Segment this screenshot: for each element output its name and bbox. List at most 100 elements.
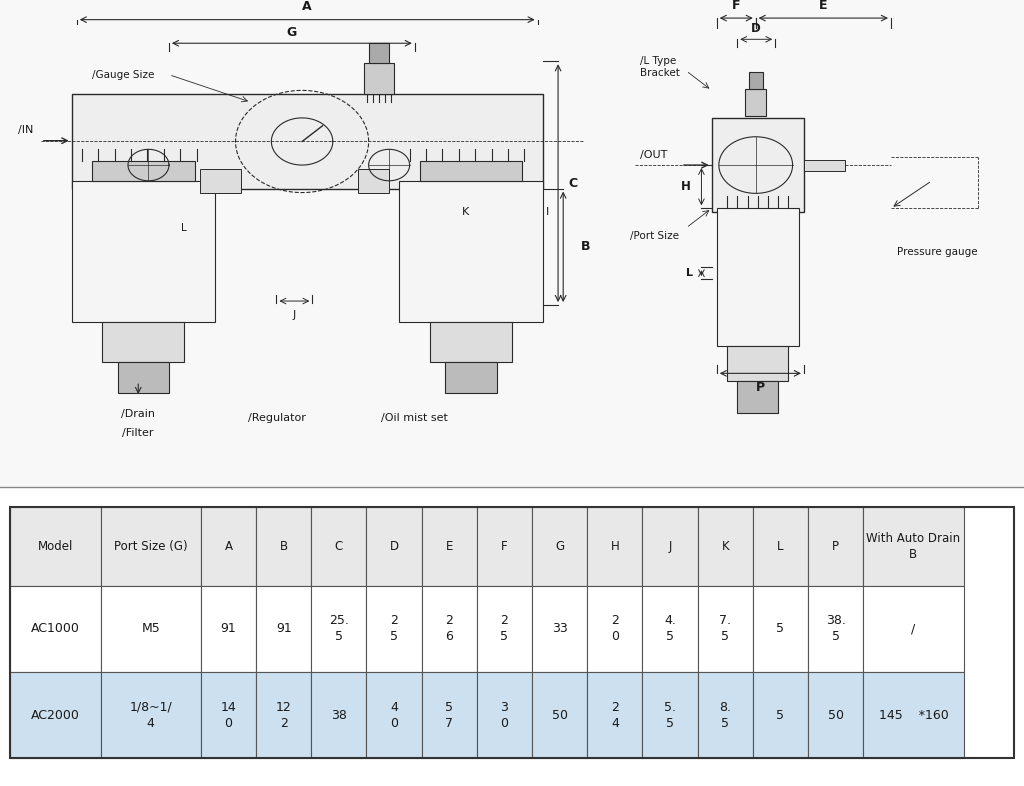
Bar	[10, 586, 100, 672]
Text: 5: 5	[776, 709, 784, 722]
Text: 91: 91	[275, 623, 292, 635]
Text: 7.
5: 7. 5	[719, 615, 731, 643]
Bar	[430, 322, 512, 362]
Text: 2
5: 2 5	[501, 615, 509, 643]
Text: M5: M5	[141, 623, 160, 635]
Bar	[753, 586, 808, 672]
Bar	[587, 672, 642, 758]
Bar	[717, 208, 799, 346]
Text: B: B	[280, 540, 288, 553]
Bar	[863, 586, 964, 672]
Bar	[863, 507, 964, 586]
Bar	[201, 507, 256, 586]
Text: A: A	[224, 540, 232, 553]
Text: F: F	[501, 540, 508, 553]
Text: P: P	[756, 381, 765, 395]
Bar	[753, 672, 808, 758]
Text: 33: 33	[552, 623, 567, 635]
Text: 2
6: 2 6	[445, 615, 454, 643]
Bar	[422, 586, 477, 672]
Bar	[367, 672, 422, 758]
Text: L: L	[181, 223, 187, 233]
Text: I: I	[546, 208, 550, 217]
Text: /L Type
Bracket: /L Type Bracket	[640, 56, 680, 78]
Text: 5
7: 5 7	[445, 701, 454, 729]
Text: E: E	[819, 0, 827, 12]
Text: K: K	[722, 540, 729, 553]
Text: G: G	[287, 25, 297, 39]
Bar	[201, 586, 256, 672]
Bar	[532, 672, 587, 758]
Bar	[587, 586, 642, 672]
Text: /Regulator: /Regulator	[248, 413, 305, 423]
Text: A: A	[302, 0, 312, 13]
Text: L: L	[777, 540, 783, 553]
Bar	[201, 672, 256, 758]
Bar	[477, 672, 532, 758]
Bar	[420, 161, 522, 181]
Bar	[749, 72, 763, 89]
Bar	[369, 43, 389, 63]
Text: 2
0: 2 0	[611, 615, 618, 643]
Text: /IN: /IN	[17, 125, 34, 135]
Bar	[532, 507, 587, 586]
Bar	[311, 672, 367, 758]
Text: P: P	[833, 540, 839, 553]
Text: 50: 50	[552, 709, 567, 722]
Bar	[311, 507, 367, 586]
Text: C: C	[568, 177, 578, 189]
Text: Port Size (G): Port Size (G)	[114, 540, 187, 553]
Text: 5.
5: 5. 5	[664, 701, 676, 729]
Bar	[697, 507, 753, 586]
Text: H: H	[610, 540, 620, 553]
Bar	[745, 89, 766, 116]
Text: J: J	[669, 540, 672, 553]
Bar	[808, 507, 863, 586]
Text: 25.
5: 25. 5	[329, 615, 349, 643]
Text: AC1000: AC1000	[31, 623, 80, 635]
Bar	[256, 507, 311, 586]
Bar	[311, 586, 367, 672]
Text: K: K	[462, 208, 470, 217]
Text: With Auto Drain
B: With Auto Drain B	[866, 532, 961, 560]
Bar	[477, 586, 532, 672]
Bar	[200, 169, 241, 193]
Bar	[399, 181, 543, 322]
Bar	[808, 672, 863, 758]
Text: 3
0: 3 0	[501, 701, 509, 729]
Text: 8.
5: 8. 5	[719, 701, 731, 729]
Bar	[118, 362, 169, 393]
Bar	[532, 586, 587, 672]
Text: 38: 38	[331, 709, 347, 722]
Bar	[10, 507, 100, 586]
Text: E: E	[445, 540, 453, 553]
Text: 1/8~1/
4: 1/8~1/ 4	[129, 701, 172, 729]
Bar	[358, 169, 389, 193]
Text: /Filter: /Filter	[123, 428, 154, 439]
Bar	[697, 586, 753, 672]
Bar	[712, 118, 804, 212]
Bar	[737, 381, 778, 413]
Text: B: B	[581, 241, 590, 253]
Text: /: /	[911, 623, 915, 635]
Bar	[697, 672, 753, 758]
Text: /Gauge Size: /Gauge Size	[92, 70, 155, 79]
Text: F: F	[732, 0, 740, 12]
Text: D: D	[751, 22, 761, 35]
Bar	[367, 507, 422, 586]
Text: Pressure gauge: Pressure gauge	[897, 247, 977, 256]
Bar	[808, 586, 863, 672]
Text: 12
2: 12 2	[275, 701, 292, 729]
Text: C: C	[335, 540, 343, 553]
Text: 2
4: 2 4	[611, 701, 618, 729]
Text: /Oil mist set: /Oil mist set	[381, 413, 449, 423]
Bar	[256, 586, 311, 672]
Bar	[92, 161, 195, 181]
Text: 38.
5: 38. 5	[825, 615, 846, 643]
Text: D: D	[389, 540, 398, 553]
Text: /Port Size: /Port Size	[630, 231, 679, 241]
Bar	[10, 672, 100, 758]
Bar	[367, 586, 422, 672]
Text: 14
0: 14 0	[220, 701, 237, 729]
Bar	[72, 181, 215, 322]
